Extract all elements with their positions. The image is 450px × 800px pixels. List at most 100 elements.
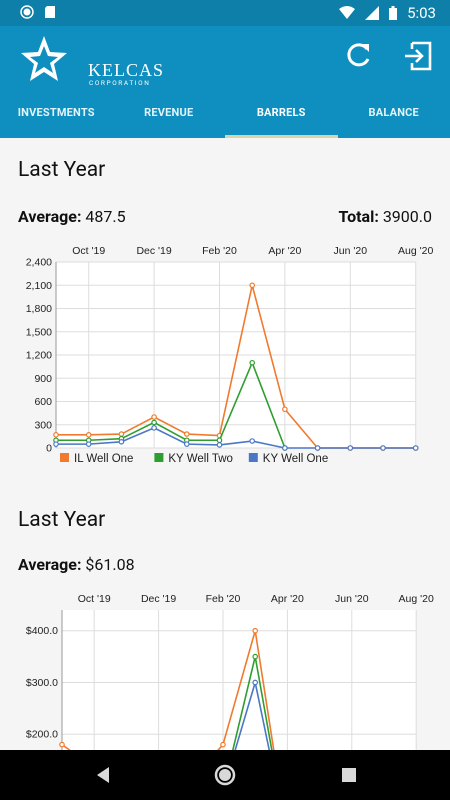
total-value: 3900.0: [382, 207, 432, 226]
refresh-icon: [347, 43, 370, 67]
company-logo[interactable]: KELCAS CORPORATION: [20, 30, 163, 90]
average-revenue: Average: $61.08: [18, 555, 135, 574]
app-bar: KELCAS CORPORATION INVESTMENTS REVENUE B…: [0, 26, 450, 138]
data-point: [151, 425, 157, 431]
revenue-chart: Oct '19 Dec '19 Feb '20 Apr '20 Jun '20 Aug '…: [26, 593, 434, 750]
section-title-revenue: Last Year: [18, 508, 106, 532]
section-title-barrels: Last Year: [18, 158, 106, 182]
x-tick-label: Aug '20: [399, 593, 434, 605]
data-point: [252, 627, 259, 634]
data-point: [412, 445, 419, 451]
series-line-ky-well-two: [232, 656, 273, 750]
x-tick-label: Dec '19: [136, 245, 171, 257]
x-tick-label: Oct '19: [72, 245, 105, 257]
x-tick-label: Oct '19: [78, 593, 111, 605]
x-tick-label: Feb '20: [202, 245, 237, 257]
data-point: [252, 653, 259, 660]
legend-swatch: [248, 453, 258, 462]
series-line-ky-well-two: [56, 360, 286, 449]
x-tick-label: Aug '20: [398, 245, 433, 257]
total-barrels: Total: 3900.0: [339, 207, 432, 226]
data-point: [118, 431, 125, 437]
data-point: [252, 679, 259, 686]
status-bar: 5:03: [0, 0, 450, 26]
logout-button[interactable]: [398, 36, 438, 76]
average-label: Average:: [18, 207, 82, 226]
recents-icon[interactable]: [336, 762, 362, 788]
y-tick-label: 1,200: [26, 350, 52, 362]
data-point: [59, 741, 65, 748]
home-icon[interactable]: [212, 762, 238, 788]
data-point: [184, 431, 190, 437]
navigation-bar: [0, 750, 450, 800]
y-tick-label: $400.0: [26, 625, 58, 637]
legend-swatch: [154, 453, 164, 462]
y-tick-label: 600: [34, 396, 52, 408]
x-tick-label: Feb '20: [206, 593, 241, 605]
tab-barrels[interactable]: BARRELS: [225, 102, 338, 138]
data-saver-icon: [20, 5, 34, 19]
tab-balance[interactable]: BALANCE: [368, 106, 419, 119]
data-point: [53, 432, 59, 438]
average-value: 487.5: [85, 207, 126, 226]
x-tick-label: Apr '20: [268, 245, 301, 257]
y-tick-label: 1,800: [26, 303, 52, 315]
star-icon: [21, 36, 67, 81]
data-point: [151, 414, 157, 420]
average-label-2: Average:: [18, 555, 82, 574]
brand-name: KELCAS: [88, 60, 165, 80]
wifi-icon: [339, 6, 356, 19]
signal-icon: [365, 6, 380, 20]
barrels-chart: Oct '19 Dec '19 Feb '20 Apr '20 Jun '20 Aug '…: [26, 245, 434, 465]
data-point: [220, 741, 226, 748]
data-point: [85, 441, 92, 447]
status-time: 5:03: [407, 4, 436, 22]
y-tick-label: 0: [46, 443, 52, 455]
y-tick-label: 2,400: [26, 257, 52, 269]
tab-bar: INVESTMENTS REVENUE BARRELS BALANCE: [0, 102, 450, 138]
tab-revenue[interactable]: REVENUE: [144, 106, 194, 119]
total-label: Total:: [338, 207, 379, 226]
legend-label: KY Well Two: [168, 453, 233, 465]
x-tick-label: Dec '19: [141, 593, 176, 605]
sd-card-icon: [45, 6, 55, 18]
legend-label: KY Well One: [263, 453, 328, 465]
tab-investments[interactable]: INVESTMENTS: [17, 106, 95, 119]
y-tick-label: $200.0: [26, 729, 58, 741]
back-icon[interactable]: [90, 762, 116, 788]
x-tick-label: Apr '20: [271, 593, 304, 605]
data-point: [151, 419, 157, 426]
series-line-il-well-one: [61, 630, 275, 750]
x-tick-label: Jun '20: [334, 245, 368, 257]
data-point: [282, 445, 288, 451]
data-point: [380, 445, 386, 451]
y-tick-label: $300.0: [26, 677, 58, 689]
data-point: [53, 441, 59, 447]
data-point: [85, 432, 92, 438]
data-point: [249, 282, 256, 289]
series-line-ky-well-one: [56, 426, 416, 449]
legend-swatch: [60, 453, 69, 462]
average-value-2: $61.08: [85, 555, 135, 574]
x-tick-label: Jun '20: [335, 593, 369, 605]
average-barrels: Average: 487.5: [18, 207, 126, 226]
logout-icon: [405, 41, 432, 71]
data-point: [347, 445, 354, 451]
data-point: [314, 445, 321, 451]
data-point: [184, 441, 190, 447]
y-tick-label: 300: [34, 419, 52, 431]
data-point: [216, 442, 223, 448]
y-tick-label: 900: [34, 373, 52, 385]
battery-icon: [389, 6, 398, 20]
y-tick-label: 1,500: [26, 326, 52, 338]
legend-label: IL Well One: [74, 453, 133, 465]
data-point: [216, 437, 223, 444]
main-content[interactable]: Last Year Average: 487.5 Total: 3900.0 O…: [0, 138, 450, 750]
data-point: [118, 439, 125, 445]
data-point: [249, 359, 256, 366]
y-tick-label: 2,100: [26, 280, 52, 292]
data-point: [282, 406, 288, 413]
brand-subtitle: CORPORATION: [89, 79, 151, 87]
data-point: [249, 438, 256, 444]
refresh-button[interactable]: [338, 36, 378, 76]
